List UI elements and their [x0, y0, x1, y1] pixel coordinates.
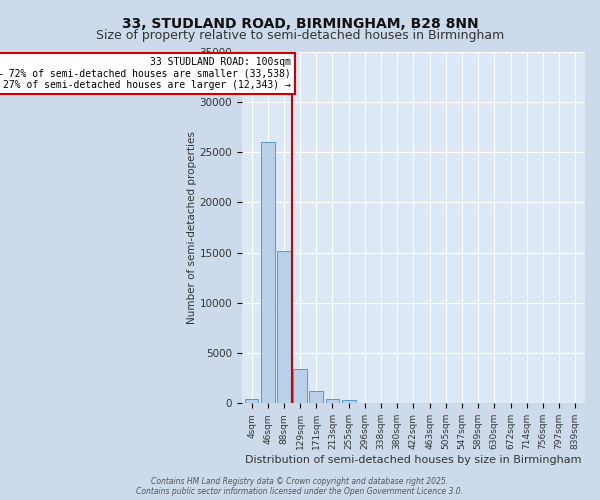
Bar	[293, 369, 307, 404]
Y-axis label: Number of semi-detached properties: Number of semi-detached properties	[187, 131, 197, 324]
Bar	[277, 250, 291, 404]
Text: 33, STUDLAND ROAD, BIRMINGHAM, B28 8NN: 33, STUDLAND ROAD, BIRMINGHAM, B28 8NN	[122, 18, 478, 32]
Bar	[261, 142, 275, 404]
X-axis label: Distribution of semi-detached houses by size in Birmingham: Distribution of semi-detached houses by …	[245, 455, 581, 465]
Bar	[342, 400, 356, 404]
Bar	[310, 392, 323, 404]
Text: Size of property relative to semi-detached houses in Birmingham: Size of property relative to semi-detach…	[96, 29, 504, 42]
Bar	[326, 400, 340, 404]
Bar	[245, 400, 259, 404]
Text: 33 STUDLAND ROAD: 100sqm
← 72% of semi-detached houses are smaller (33,538)
27% : 33 STUDLAND ROAD: 100sqm ← 72% of semi-d…	[0, 57, 291, 90]
Text: Contains HM Land Registry data © Crown copyright and database right 2025.
Contai: Contains HM Land Registry data © Crown c…	[137, 476, 464, 496]
